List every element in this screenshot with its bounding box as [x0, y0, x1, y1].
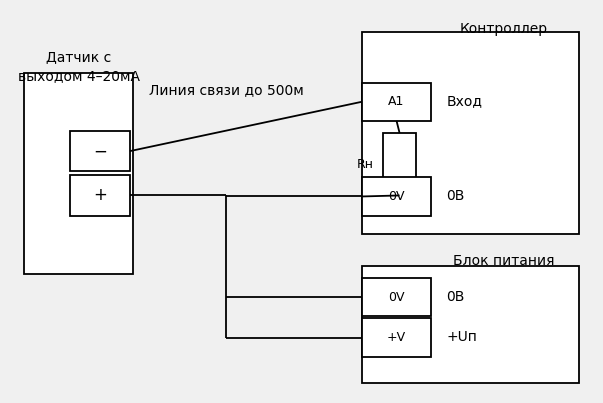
Text: Линия связи до 500м: Линия связи до 500м: [149, 83, 304, 97]
Text: Датчик с
выходом 4–20мА: Датчик с выходом 4–20мА: [17, 50, 140, 83]
Bar: [362, 32, 579, 234]
Bar: [362, 278, 431, 316]
Bar: [69, 131, 130, 171]
Bar: [69, 175, 130, 216]
Text: Вход: Вход: [446, 95, 482, 108]
Text: 0V: 0V: [388, 291, 405, 304]
Bar: [24, 73, 133, 274]
Text: Контроллер: Контроллер: [459, 22, 548, 36]
Bar: [362, 266, 579, 383]
Text: Блок питания: Блок питания: [453, 254, 554, 268]
Text: 0В: 0В: [446, 189, 465, 203]
Text: 0V: 0V: [388, 190, 405, 203]
Bar: [383, 133, 416, 195]
Text: +Uп: +Uп: [446, 330, 477, 344]
Text: 0В: 0В: [446, 290, 465, 304]
Bar: [362, 83, 431, 121]
Text: +: +: [93, 187, 107, 204]
Text: A1: A1: [388, 95, 405, 108]
Text: Rн: Rн: [357, 158, 374, 170]
Bar: [362, 177, 431, 216]
Text: +V: +V: [387, 331, 406, 344]
Text: −: −: [93, 142, 107, 160]
Bar: [362, 318, 431, 357]
